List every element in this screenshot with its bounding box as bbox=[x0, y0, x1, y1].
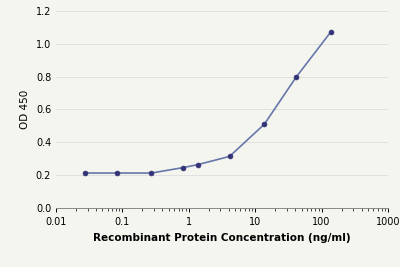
Y-axis label: OD 450: OD 450 bbox=[20, 90, 30, 129]
X-axis label: Recombinant Protein Concentration (ng/ml): Recombinant Protein Concentration (ng/ml… bbox=[93, 233, 351, 243]
